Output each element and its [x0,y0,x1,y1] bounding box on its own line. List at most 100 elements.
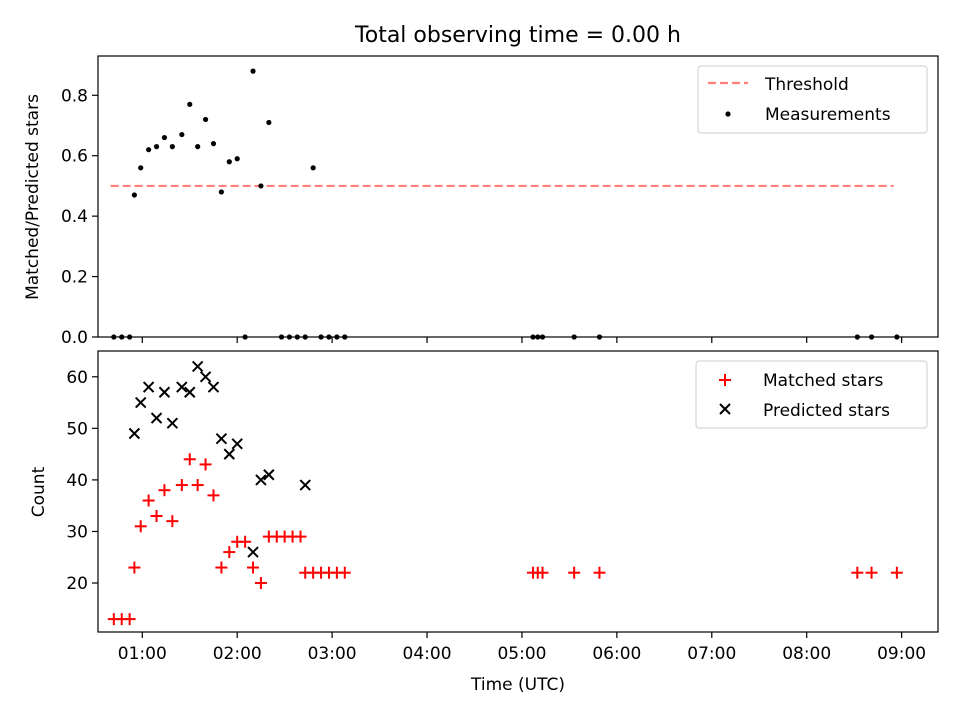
measurement-point [286,334,293,340]
measurement-point [326,334,332,340]
measurement-point [195,144,201,150]
x-tick-label: 08:00 [782,644,831,664]
predicted-star-point [263,469,275,481]
y-tick-label: 0.0 [61,328,88,348]
measurement-point [127,334,133,340]
predicted-star-point [207,381,220,393]
y-tick-label: 40 [66,471,88,491]
matched-star-point [191,479,204,492]
x-tick-label: 07:00 [687,644,736,664]
measurement-point [318,334,324,340]
matched-star-point [199,458,212,471]
matched-star-point [123,613,136,626]
chart-title: Total observing time = 0.00 h [354,23,681,48]
matched-star-point [536,566,549,579]
measurement-point [218,189,224,195]
legend-measurements-swatch [725,111,731,117]
predicted-star-point [142,381,155,393]
x-axis-label: Time (UTC) [470,675,565,695]
top-axes-frame [97,55,939,338]
measurement-point [119,334,125,340]
predicted-star-point [191,360,204,373]
matched-star-point [128,561,141,574]
matched-star-point [134,520,147,533]
predicted-star-point [231,438,243,450]
bottom-ticks: 01:00 02:00 03:00 04:00 05:00 06:00 07:00 08:00… [66,368,926,664]
matched-star-point [593,566,606,579]
matched-star-point [215,561,228,574]
measurement-point [539,334,546,340]
y-tick-label: 30 [66,522,88,542]
matched-star-point [207,489,220,502]
measurement-point [278,334,285,340]
y-tick-label: 0.6 [61,147,88,167]
predicted-star-point [135,396,147,409]
y-tick-label: 50 [66,419,88,439]
measurement-point [302,334,308,340]
matched-star-point [175,479,188,492]
measurement-point [187,101,193,107]
matched-star-point [865,566,878,579]
matched-star-point [239,535,252,548]
top-plot-area [110,68,900,340]
legend-matched-swatch [719,374,731,386]
measurement-point [234,156,240,162]
bottom-y-axis-label: Count [29,466,49,517]
matched-star-point [851,566,864,579]
x-tick-label: 02:00 [213,644,262,664]
measurement-point [242,334,248,340]
predicted-star-point [184,386,196,398]
measurement-point [310,165,316,171]
measurement-point [294,334,300,340]
legend-measurements-label: Measurements [765,105,891,125]
legend-matched-label: Matched stars [763,371,883,391]
measurement-point [258,183,264,189]
top-ticks: 0.0 0.2 0.4 0.6 0.8 [61,86,903,348]
top-panel: 0.00.20.40.60.8 Matched/Predicted stars … [23,55,939,348]
measurement-point [161,134,168,141]
predicted-star-point [299,479,311,491]
measurement-point [169,144,175,150]
predicted-star-point [223,448,236,460]
matched-star-point [294,530,307,543]
matched-star-point [166,515,179,528]
y-tick-label: 0.8 [61,86,88,106]
measurement-point [868,334,875,340]
y-tick-label: 20 [66,574,88,594]
bottom-legend: Matched stars Predicted stars [695,360,928,429]
legend-predicted-label: Predicted stars [763,401,890,421]
matched-star-point [254,577,267,590]
y-tick-label: 0.4 [61,207,88,227]
measurement-point [266,119,272,126]
matched-star-point [150,509,163,522]
predicted-star-point [128,427,141,440]
top-y-axis-label: Matched/Predicted stars [23,94,43,300]
measurement-point [342,334,348,340]
matched-star-point [247,561,260,574]
predicted-star-point [247,546,259,558]
predicted-star-point [166,417,179,429]
top-legend: Threshold Measurements [697,65,928,134]
y-tick-label: 60 [66,368,88,388]
matched-star-point [568,566,581,579]
predicted-star-point [215,432,228,445]
measurement-point [202,116,209,123]
predicted-star-point [150,412,163,424]
bottom-panel: 01:00 02:00 03:00 04:00 05:00 06:00 07:00 08:00… [29,350,939,695]
measurement-point [596,334,603,340]
matched-star-point [338,566,351,579]
matched-star-point [142,494,155,507]
bottom-legend-box [695,360,928,429]
x-tick-label: 06:00 [592,644,641,664]
measurement-point [111,334,117,340]
predicted-star-point [255,474,267,486]
x-tick-label: 03:00 [308,644,357,664]
measurement-point [535,334,541,340]
predicted-star-point [176,381,188,393]
predicted-star-point [158,386,171,398]
matched-star-point [223,546,236,559]
measurement-point [250,68,256,74]
matched-star-point [158,484,171,497]
measurement-point [179,131,185,138]
legend-threshold-label: Threshold [764,75,849,95]
